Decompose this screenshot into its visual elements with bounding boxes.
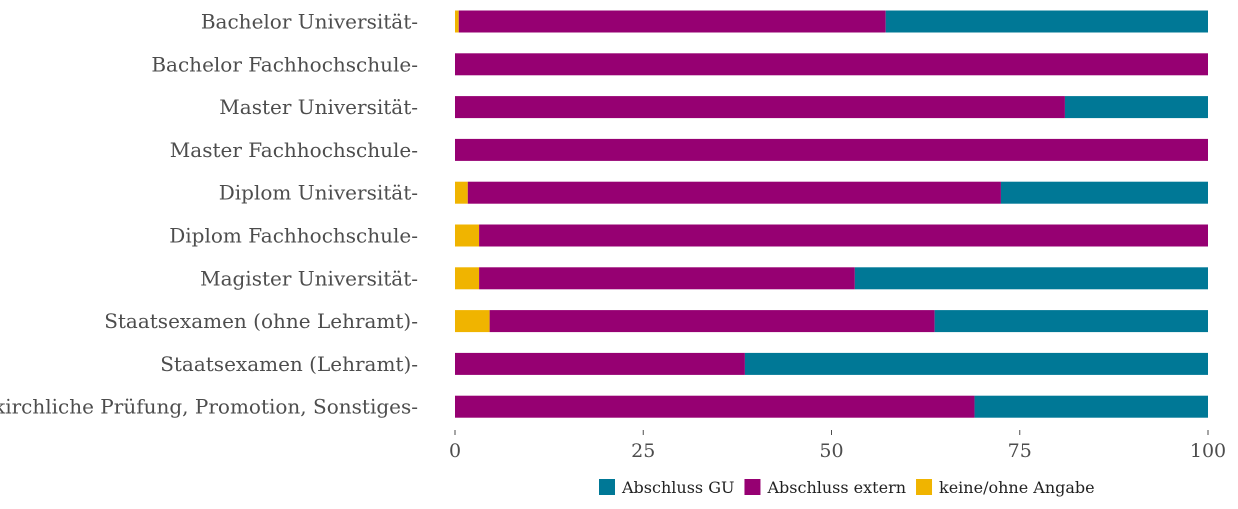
bar-magister-universität-keine-ohne-angabe [455, 267, 480, 290]
category-label: Staatsexamen (ohne Lehramt)- [104, 309, 418, 333]
bar-magister-universität-abschluss-extern [479, 267, 855, 290]
category-label: Diplom Fachhochschule- [169, 224, 418, 248]
legend: Abschluss GU Abschluss extern keine/ohne A… [599, 478, 1095, 497]
category-label: kirchliche Prüfung, Promotion, Sonstiges… [0, 395, 418, 419]
bar-bachelor-universität-keine-ohne-angabe [455, 10, 459, 33]
bar-master-fachhochschule-abschluss-extern [455, 138, 1208, 161]
category-labels: Bachelor Universität- Bachelor Fachhochsc… [0, 10, 418, 419]
category-label: Diplom Universität- [219, 181, 418, 205]
x-tick-label: 0 [449, 440, 461, 462]
bar-bachelor-universität-abschluss-gu [885, 10, 1208, 33]
bar-diplom-universität-abschluss-extern [467, 181, 1001, 204]
category-label: Staatsexamen (Lehramt)- [160, 352, 418, 376]
bars-layer [455, 10, 1208, 418]
x-tick-label: 50 [819, 440, 843, 462]
bar-staatsexamen-ohne-lehramt-keine-ohne-angabe [455, 310, 490, 333]
legend-swatch-abschluss-extern [744, 479, 761, 495]
bar-diplom-fachhochschule-keine-ohne-angabe [455, 224, 480, 247]
category-label: Master Universität- [219, 95, 418, 119]
bar-master-universität-abschluss-gu [1064, 96, 1208, 119]
bar-master-universität-abschluss-extern [455, 96, 1065, 119]
category-label: Magister Universität- [200, 266, 418, 290]
bar-magister-universität-abschluss-gu [854, 267, 1208, 290]
legend-swatch-abschluss-gu [599, 479, 615, 495]
bar-bachelor-universität-abschluss-extern [458, 10, 886, 33]
bar-diplom-fachhochschule-abschluss-extern [479, 224, 1208, 247]
x-axis: 0 25 50 75 100 [449, 430, 1226, 462]
bar-kirchliche-prüfung-promotion-sonstiges-abschluss-gu [974, 395, 1208, 418]
bar-bachelor-fachhochschule-abschluss-extern [455, 53, 1208, 76]
bar-staatsexamen-ohne-lehramt-abschluss-extern [489, 310, 935, 333]
category-label: Bachelor Universität- [201, 10, 418, 34]
x-tick-label: 25 [631, 440, 655, 462]
bar-kirchliche-prüfung-promotion-sonstiges-abschluss-extern [455, 395, 975, 418]
bar-diplom-universität-abschluss-gu [1000, 181, 1208, 204]
bar-staatsexamen-lehramt-abschluss-gu [744, 352, 1208, 375]
category-label: Master Fachhochschule- [170, 138, 418, 162]
bar-staatsexamen-ohne-lehramt-abschluss-gu [934, 310, 1208, 333]
legend-label-abschluss-gu: Abschluss GU [621, 478, 734, 497]
x-tick-label: 100 [1190, 440, 1226, 462]
bar-staatsexamen-lehramt-abschluss-extern [455, 352, 745, 375]
x-tick-label: 75 [1008, 440, 1032, 462]
legend-label-keine-ohne-angabe: keine/ohne Angabe [939, 478, 1095, 497]
category-label: Bachelor Fachhochschule- [151, 52, 418, 76]
bar-diplom-universität-keine-ohne-angabe [455, 181, 468, 204]
legend-label-abschluss-extern: Abschluss extern [766, 478, 906, 497]
legend-swatch-keine-ohne-angabe [916, 479, 933, 495]
